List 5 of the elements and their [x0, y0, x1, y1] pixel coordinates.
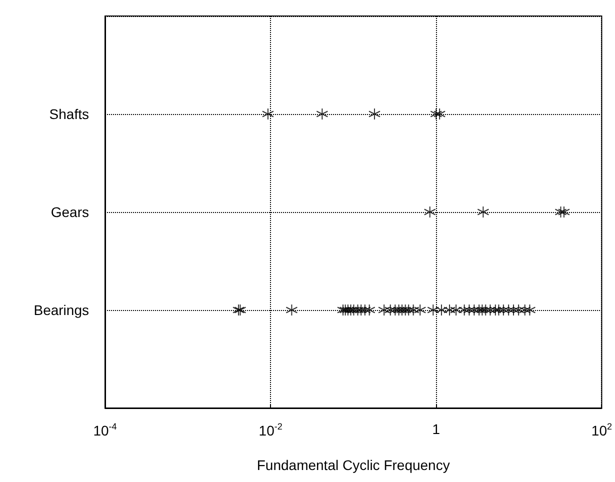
- y-tick-label: Shafts: [49, 106, 89, 122]
- y-tick-label: Gears: [50, 204, 89, 220]
- y-tick-label: Bearings: [34, 302, 89, 318]
- x-tick-label: 1: [432, 421, 440, 437]
- x-axis-title: Fundamental Cyclic Frequency: [256, 457, 450, 473]
